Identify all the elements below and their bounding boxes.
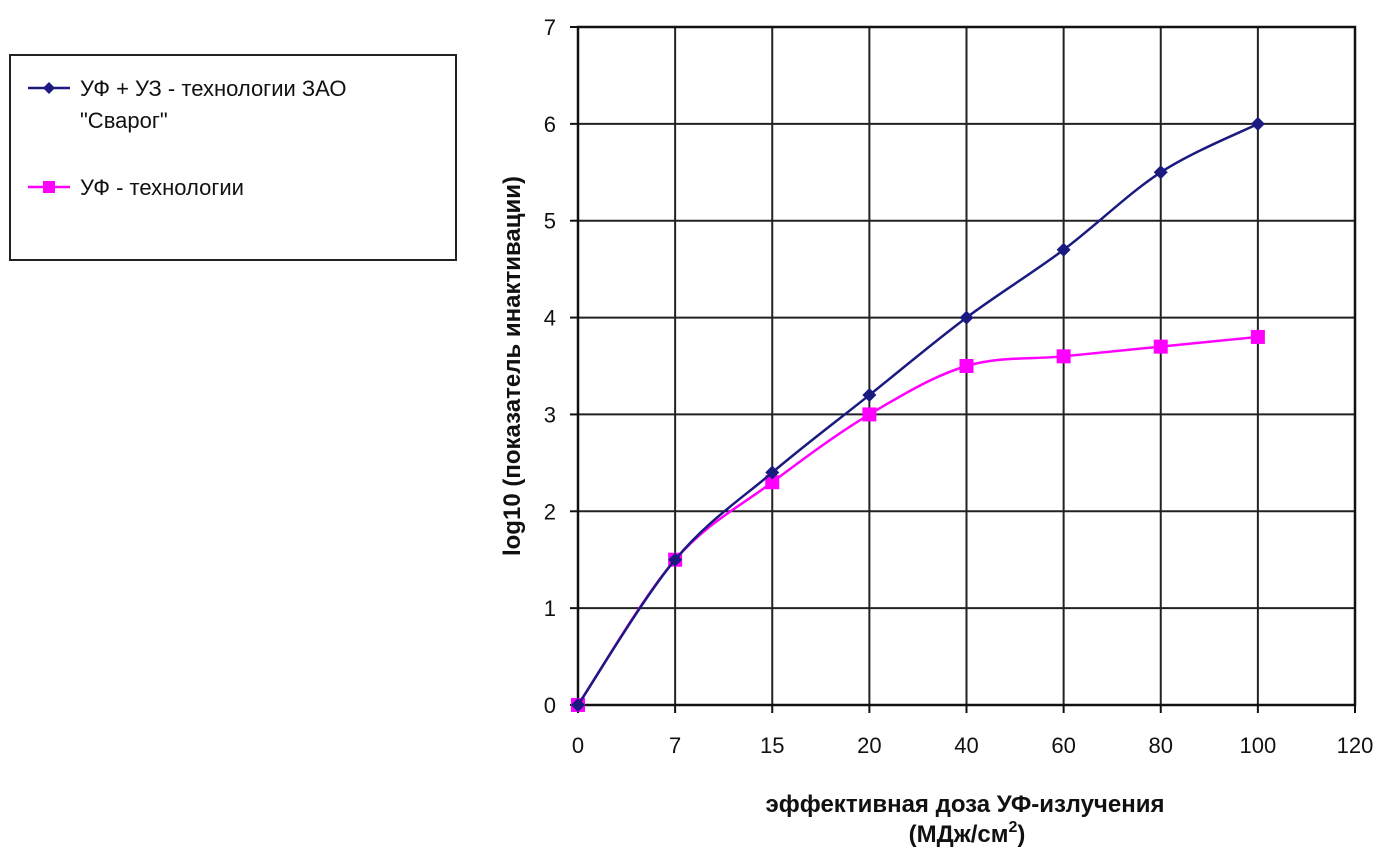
series-2-point <box>959 359 974 373</box>
x-axis-title-unit: (МДж/см <box>909 821 1009 848</box>
series-2-point <box>1056 349 1071 364</box>
x-tick-label: 120 <box>1337 733 1374 758</box>
series-1-point <box>1250 116 1265 131</box>
legend-box <box>9 54 457 261</box>
y-tick-label: 0 <box>544 693 556 718</box>
y-axis-title: log10 (показатель инактивации) <box>499 176 526 556</box>
series-1-point <box>668 552 683 567</box>
legend-series-1-label-line2: "Сварог" <box>80 108 168 133</box>
x-tick-label: 20 <box>857 733 881 758</box>
x-axis-title-line2: (МДж/см2) <box>909 819 1026 848</box>
x-axis-title-unit-close: ) <box>1017 821 1025 848</box>
x-axis-title-line1: эффективная доза УФ-излучения <box>766 791 1165 818</box>
x-tick-label: 60 <box>1051 733 1075 758</box>
x-tick-label: 40 <box>954 733 978 758</box>
series-2-point <box>1153 339 1168 354</box>
series-1-point <box>1056 242 1071 257</box>
series-1-point <box>1153 165 1168 180</box>
x-tick-label: 80 <box>1149 733 1173 758</box>
y-tick-label: 1 <box>544 596 556 621</box>
series-2-point <box>862 407 877 422</box>
y-tick-label: 4 <box>544 306 556 331</box>
y-tick-label: 5 <box>544 209 556 234</box>
legend: УФ + УЗ - технологии ЗАО "Сварог" УФ - т… <box>9 54 457 261</box>
legend-series-1-label-line1: УФ + УЗ - технологии ЗАО <box>80 76 346 101</box>
series-1 <box>571 116 1265 712</box>
series-1-point <box>765 465 780 480</box>
series-1-point <box>571 698 585 712</box>
series-1-point <box>862 388 877 403</box>
x-tick-label: 7 <box>669 733 681 758</box>
y-tick-label: 7 <box>544 15 556 40</box>
series-2-point <box>765 475 780 490</box>
x-tick-label: 100 <box>1240 733 1277 758</box>
x-tick-label: 0 <box>572 733 584 758</box>
y-tick-label: 2 <box>544 499 556 524</box>
legend-series-2-label: УФ - технологии <box>80 175 244 200</box>
y-tick-label: 3 <box>544 402 556 427</box>
series <box>571 116 1265 712</box>
x-axis-title-unit-superscript: 2 <box>1008 819 1017 836</box>
series-1-point <box>959 310 974 325</box>
x-tick-label: 15 <box>760 733 784 758</box>
legend-series-1-marker <box>43 82 55 94</box>
legend-series-2-marker <box>43 181 55 193</box>
y-tick-label: 6 <box>544 112 556 137</box>
series-2-point <box>1250 329 1265 344</box>
series-2-line <box>576 335 1259 706</box>
axis-ticks: 0 1 2 3 4 5 6 7 0 7 15 20 40 60 80 100 120 <box>544 15 1374 758</box>
